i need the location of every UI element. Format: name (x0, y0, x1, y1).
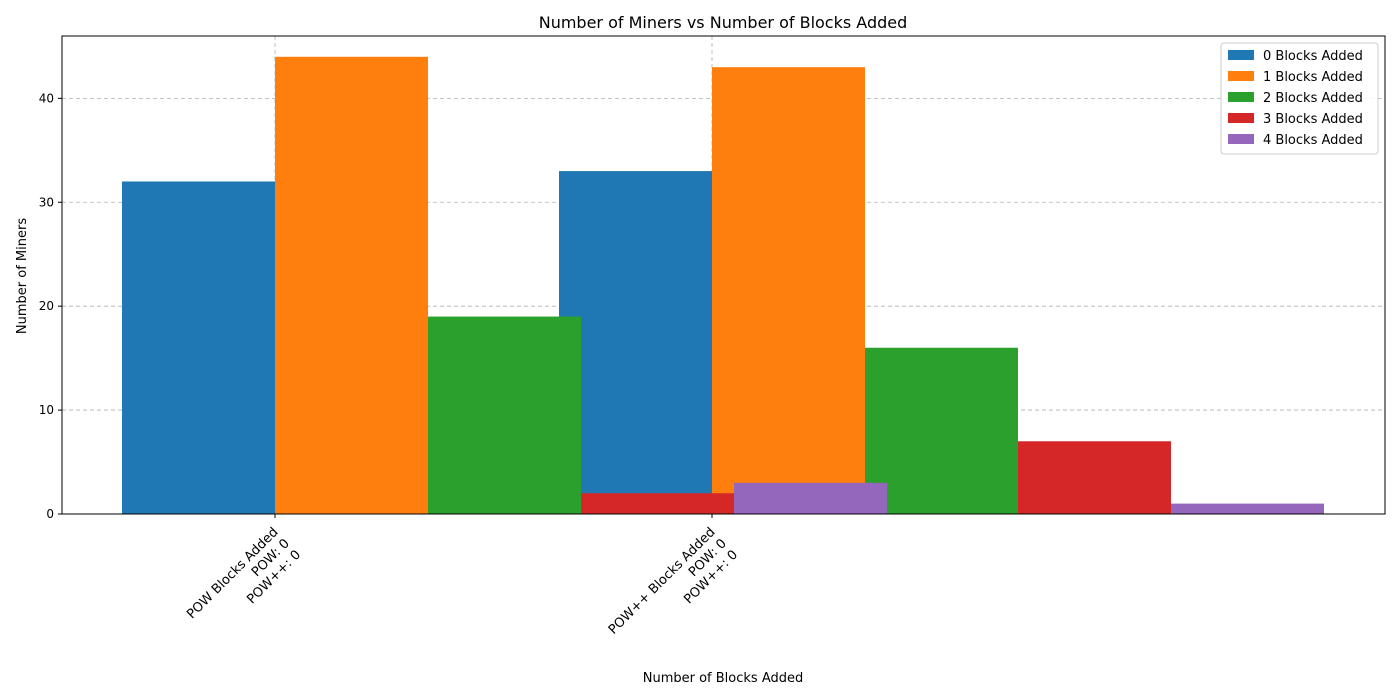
legend-box (1220, 42, 1379, 155)
legend-label: 1 Blocks Added (1263, 70, 1363, 85)
legend-label: 2 Blocks Added (1263, 91, 1363, 106)
y-tick-label: 10 (39, 403, 54, 417)
x-tick-label: POW++ Blocks AddedPOW: 0POW++: 0 (606, 525, 741, 660)
bar-3-blocks-added-group-1 (581, 493, 734, 514)
legend-label: 3 Blocks Added (1263, 112, 1363, 127)
plot-area-frame (61, 35, 1386, 515)
x-tick-label: POW Blocks AddedPOW: 0POW++: 0 (184, 525, 304, 645)
y-axis-label: Number of Miners (15, 218, 30, 334)
chart-title: Number of Miners vs Number of Blocks Add… (539, 13, 908, 32)
bar-4-blocks-added-group-1 (734, 482, 887, 514)
x-axis-label: Number of Blocks Added (643, 671, 804, 686)
y-tick-label: 40 (39, 91, 54, 105)
legend-swatch (1228, 71, 1254, 81)
bar-4-blocks-added-group-2 (1171, 503, 1324, 514)
legend-swatch (1228, 50, 1254, 60)
bar-2-blocks-added-group-2 (865, 347, 1018, 514)
legend-label: 4 Blocks Added (1263, 133, 1363, 148)
y-tick-label: 20 (39, 299, 54, 313)
y-tick-label: 30 (39, 195, 54, 209)
bar-3-blocks-added-group-2 (1018, 441, 1171, 514)
bar-2-blocks-added-group-1 (428, 316, 581, 514)
legend-swatch (1228, 134, 1254, 144)
bar-0-blocks-added-group-1 (122, 181, 275, 514)
bars (122, 56, 1324, 515)
bar-0-blocks-added-group-2 (559, 171, 712, 514)
y-axis: 0 10 20 30 40 (39, 91, 62, 521)
legend-swatch (1228, 113, 1254, 123)
x-axis: POW Blocks AddedPOW: 0POW++: 0 POW++ Bloc… (184, 514, 741, 660)
legend-swatch (1228, 92, 1254, 102)
bar-1-blocks-added-group-2 (712, 67, 865, 514)
legend: 0 Blocks Added 1 Blocks Added 2 Blocks Add… (1220, 42, 1379, 155)
legend-label: 0 Blocks Added (1263, 49, 1363, 64)
bar-1-blocks-added-group-1 (275, 56, 428, 515)
y-tick-label: 0 (46, 507, 54, 521)
